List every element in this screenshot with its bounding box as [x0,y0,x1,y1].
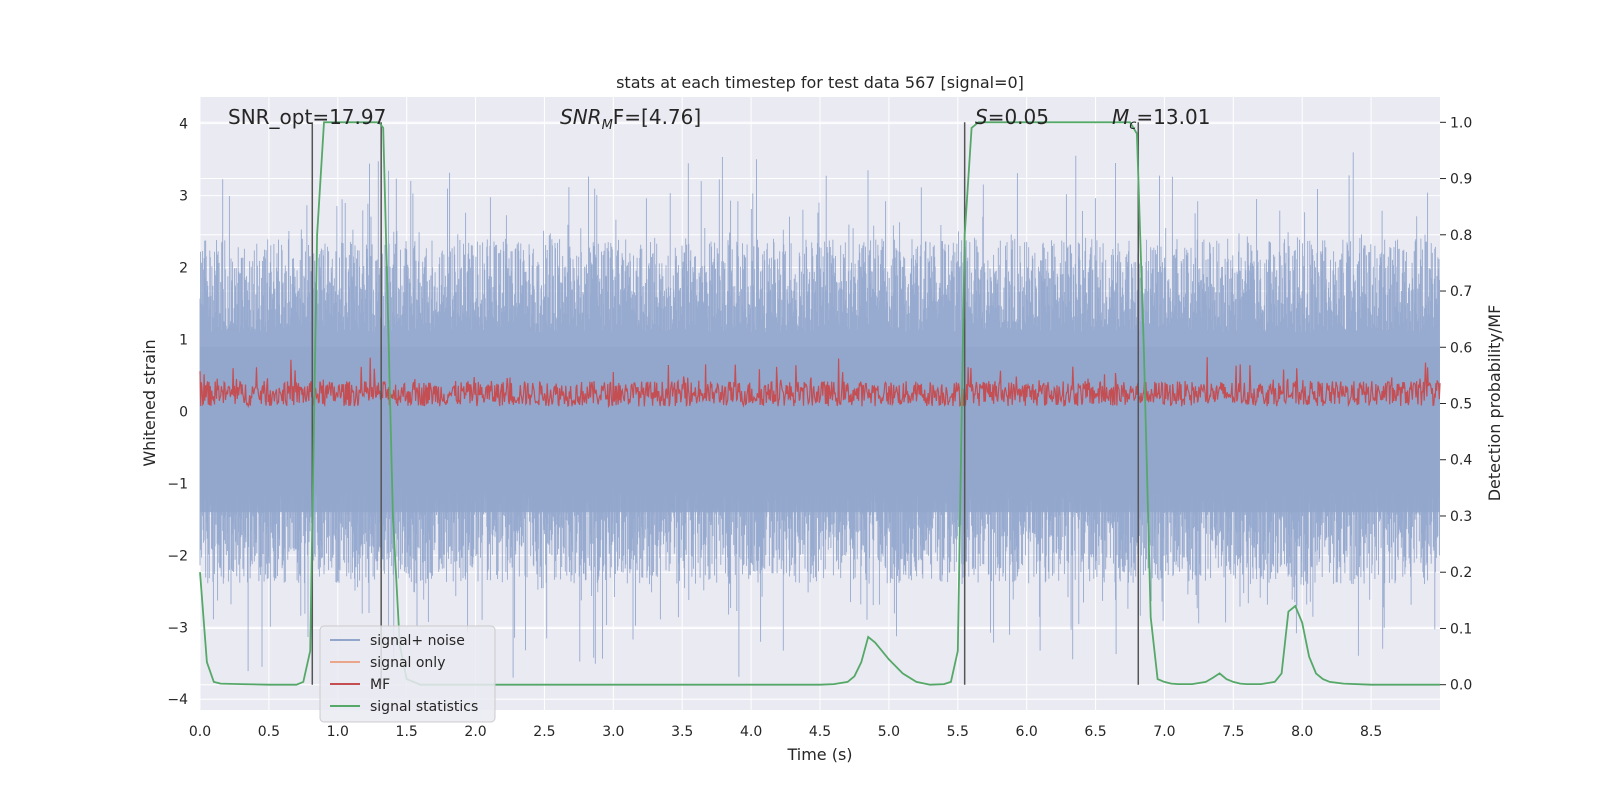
x-axis-label: Time (s) [786,745,852,764]
legend: signal+ noise signal only MF signal stat… [319,625,496,723]
y-right-tick-label: 0.9 [1450,172,1472,188]
x-tick-label: 8.5 [1360,724,1382,740]
noise-core [200,346,1440,513]
x-tick-label: 7.5 [1222,724,1244,740]
x-tick-label: 7.0 [1153,724,1175,740]
y-left-tick-label: 1 [179,332,188,348]
series-signal-statistics [199,121,1440,686]
x-tick-label: 2.5 [533,724,555,740]
annotation-snr-mf: SNRMF=[4.76] [560,105,701,133]
x-tick-label: 2.0 [464,724,486,740]
y-left-tick-label: −3 [167,620,188,636]
x-tick-label: 3.5 [671,724,693,740]
x-tick-label: 5.5 [947,724,969,740]
y-axis-label-right: Detection probability/MF [1485,305,1504,502]
y-right-tick-label: 0.0 [1450,678,1472,694]
y-left-tick-label: 4 [179,117,188,133]
y-left-tick-label: −2 [167,548,188,564]
legend-box [319,625,496,723]
y-right-tick-label: 0.5 [1450,397,1472,413]
annotation-s: S=0.05 [975,105,1049,129]
x-tick-label: 8.0 [1291,724,1313,740]
y-axis-label-left: Whitened strain [140,339,159,466]
y-left-ticks: 4 3 2 1 0 −1 −2 −3 −4 [167,117,188,709]
x-tick-label: 0.5 [258,724,280,740]
series-mf [199,357,1441,409]
y-right-tick-label: 0.8 [1450,228,1472,244]
y-right-ticks: 1.0 0.9 0.8 0.7 0.6 0.5 0.4 0.3 0.2 0.1 0.0 [1440,115,1472,694]
mf-trace [199,357,1441,409]
legend-label-mf: MF [370,677,390,693]
legend-label-signal-statistics: signal statistics [370,699,478,715]
x-tick-label: 6.0 [1016,724,1038,740]
x-tick-label: 5.0 [878,724,900,740]
signal-statistics-line [199,121,1440,686]
y-left-tick-label: 3 [179,189,188,205]
y-left-tick-label: 2 [179,261,188,277]
chart-title: stats at each timestep for test data 567… [616,73,1024,92]
series-signal-noise [199,152,1440,678]
y-left-tick-label: −1 [167,476,188,492]
x-tick-label: 6.5 [1084,724,1106,740]
y-left-tick-label: −4 [167,692,188,708]
x-tick-label: 1.0 [327,724,349,740]
x-tick-label: 0.0 [189,724,211,740]
x-tick-label: 1.5 [396,724,418,740]
y-right-tick-label: 0.1 [1450,621,1472,637]
annotation-mc: Mc=13.01 [1112,105,1210,133]
y-right-tick-label: 0.4 [1450,453,1472,469]
annotation-snr-opt: SNR_opt=17.97 [228,105,386,129]
legend-label-signal-only: signal only [370,655,445,671]
y-right-tick-label: 1.0 [1450,115,1472,131]
x-tick-label: 3.0 [602,724,624,740]
x-ticks: 0.0 0.5 1.0 1.5 2.0 2.5 3.0 3.5 4.0 4.5 5.0 5.5 6.0 6… [189,724,1382,740]
y-right-tick-label: 0.2 [1450,565,1472,581]
y-right-tick-label: 0.3 [1450,509,1472,525]
y-left-tick-label: 0 [179,404,188,420]
x-tick-label: 4.0 [740,724,762,740]
y-right-tick-label: 0.7 [1450,284,1472,300]
vertical-markers [311,122,1140,685]
y-right-tick-label: 0.6 [1450,340,1472,356]
legend-label-signal-noise: signal+ noise [370,633,465,649]
x-tick-label: 4.5 [809,724,831,740]
